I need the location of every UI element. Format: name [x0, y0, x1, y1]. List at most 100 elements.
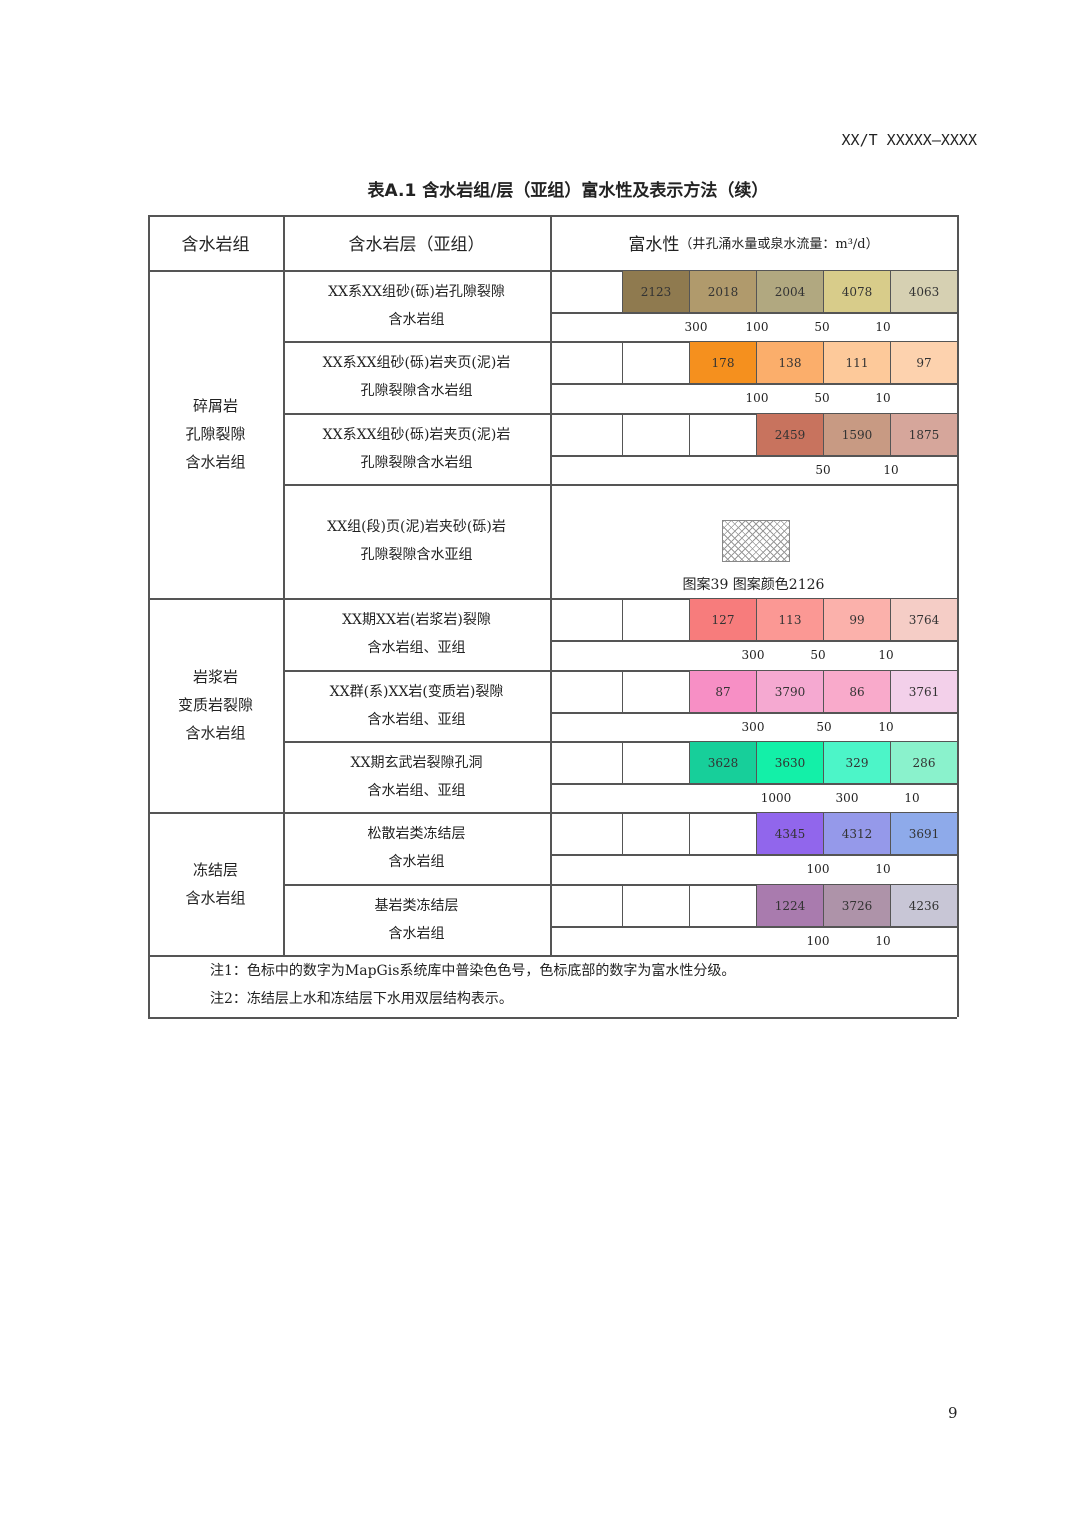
color-swatch: 3630: [756, 741, 824, 784]
color-swatch: 2018: [689, 270, 757, 313]
color-swatch: 3726: [823, 884, 891, 927]
color-swatch: 1590: [823, 413, 891, 456]
color-swatch: 127: [689, 598, 757, 641]
color-swatch: 4345: [756, 812, 824, 855]
group-clastic: 碎屑岩 孔隙裂隙 含水岩组: [185, 397, 246, 471]
color-swatch: 87: [689, 670, 757, 713]
richness-scale-label: 10: [875, 320, 891, 334]
group-igneous-metamorphic: 岩浆岩 变质岩裂隙 含水岩组: [177, 668, 253, 742]
aquifer-layer-name: 基岩类冻结层 含水岩组: [374, 897, 459, 942]
color-swatch: 329: [823, 741, 891, 784]
color-swatch: 113: [756, 598, 824, 641]
empty-swatch-cell: [622, 741, 690, 784]
color-swatch: 2004: [756, 270, 824, 313]
richness-scale-label: 100: [745, 320, 769, 334]
richness-scale-label: 10: [875, 934, 891, 948]
aquifer-layer-name: XX系XX组砂(砾)岩夹页(泥)岩 孔隙裂隙含水岩组: [322, 426, 511, 471]
empty-swatch-cell: [689, 884, 757, 927]
richness-scale-label: 100: [806, 862, 830, 876]
richness-scale-label: 300: [684, 320, 708, 334]
richness-scale-label: 100: [806, 934, 830, 948]
richness-scale-label: 1000: [760, 791, 792, 805]
richness-scale-label: 10: [878, 720, 894, 734]
empty-swatch-cell: [550, 270, 623, 313]
richness-scale-label: 50: [814, 391, 830, 405]
color-swatch: 4312: [823, 812, 891, 855]
aquifer-layer-name: XX群(系)XX岩(变质岩)裂隙 含水岩组、亚组: [329, 683, 504, 728]
richness-scale-label: 10: [883, 463, 899, 477]
richness-scale-label: 50: [816, 720, 832, 734]
divider: [148, 215, 150, 1017]
empty-swatch-cell: [622, 812, 690, 855]
empty-swatch-cell: [550, 413, 623, 456]
richness-scale-label: 50: [814, 320, 830, 334]
header-aquifer-group: 含水岩组: [181, 235, 250, 255]
color-swatch: 3790: [756, 670, 824, 713]
divider: [148, 215, 957, 217]
color-swatch: 2123: [622, 270, 690, 313]
color-swatch: 3764: [890, 598, 958, 641]
color-swatch: 111: [823, 341, 891, 384]
divider: [550, 215, 552, 955]
color-swatch: 3691: [890, 812, 958, 855]
empty-swatch-cell: [689, 812, 757, 855]
aquifer-layer-name: 松散岩类冻结层 含水岩组: [367, 826, 466, 870]
color-swatch: 3628: [689, 741, 757, 784]
color-swatch: 286: [890, 741, 958, 784]
page-number: 9: [948, 1404, 958, 1422]
aquifer-layer-name: XX组(段)页(泥)岩夹砂(砾)岩 孔隙裂隙含水亚组: [327, 519, 506, 563]
empty-swatch-cell: [622, 884, 690, 927]
color-swatch: 138: [756, 341, 824, 384]
divider: [148, 955, 957, 957]
empty-swatch-cell: [550, 884, 623, 927]
richness-scale-label: 10: [904, 791, 920, 805]
richness-scale-label: 300: [741, 720, 765, 734]
empty-swatch-cell: [550, 598, 623, 641]
aquifer-layer-name: XX系XX组砂(砾)岩夹页(泥)岩 孔隙裂隙含水岩组: [322, 355, 511, 399]
header-aquifer-layer: 含水岩层（亚组）: [348, 235, 485, 255]
color-swatch: 1875: [890, 413, 958, 456]
empty-swatch-cell: [622, 341, 690, 384]
color-swatch: 3761: [890, 670, 958, 713]
richness-scale-label: 300: [741, 648, 765, 662]
table-title: 表A.1 含水岩组/层（亚组）富水性及表示方法（续）: [367, 181, 769, 201]
header-water-richness-unit: （井孔涌水量或泉水流量：m³/d）: [679, 237, 879, 252]
divider: [283, 484, 957, 486]
color-swatch: 178: [689, 341, 757, 384]
color-swatch: 2459: [756, 413, 824, 456]
empty-swatch-cell: [550, 812, 623, 855]
divider: [148, 1017, 957, 1019]
color-swatch: 97: [890, 341, 958, 384]
richness-scale-label: 100: [745, 391, 769, 405]
color-swatch: 4078: [823, 270, 891, 313]
empty-swatch-cell: [550, 341, 623, 384]
empty-swatch-cell: [622, 413, 690, 456]
color-swatch: 86: [823, 670, 891, 713]
richness-scale-label: 10: [878, 648, 894, 662]
crosshatch-pattern-icon: [722, 520, 790, 562]
empty-swatch-cell: [622, 598, 690, 641]
richness-scale-label: 300: [835, 791, 859, 805]
document-id: XX/T XXXXX—XXXX: [841, 131, 977, 149]
empty-swatch-cell: [550, 741, 623, 784]
richness-scale-label: 10: [875, 391, 891, 405]
color-swatch: 4063: [890, 270, 958, 313]
divider: [283, 215, 285, 955]
empty-swatch-cell: [689, 413, 757, 456]
color-swatch: 99: [823, 598, 891, 641]
group-frozen: 冻结层 含水岩组: [185, 860, 246, 907]
color-swatch: 1224: [756, 884, 824, 927]
empty-swatch-cell: [550, 670, 623, 713]
richness-scale-label: 50: [815, 463, 831, 477]
richness-scale-label: 50: [810, 648, 826, 662]
aquifer-layer-name: XX期玄武岩裂隙孔洞 含水岩组、亚组: [350, 754, 483, 799]
header-water-richness: 富水性 （井孔涌水量或泉水流量：m³/d）: [550, 215, 957, 270]
richness-scale-label: 10: [875, 862, 891, 876]
color-swatch: 4236: [890, 884, 958, 927]
note-1: 注1：色标中的数字为MapGis系统库中普染色色号，色标底部的数字为富水性分级。: [210, 963, 736, 979]
header-water-richness-main: 富水性: [628, 235, 680, 255]
empty-swatch-cell: [622, 670, 690, 713]
pattern-caption: 图案39 图案颜色2126: [682, 577, 825, 593]
note-2: 注2：冻结层上水和冻结层下水用双层结构表示。: [210, 991, 513, 1007]
